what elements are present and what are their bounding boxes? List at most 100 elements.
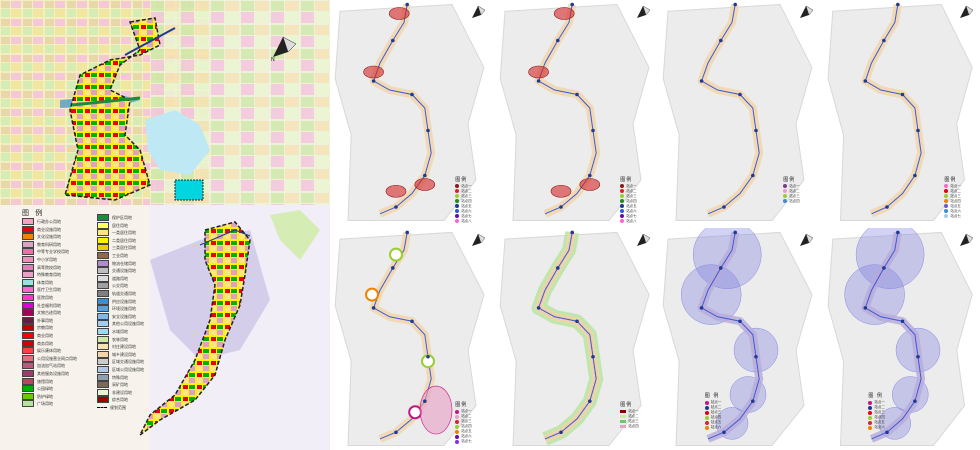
panel-legend-label: 站点六 — [710, 425, 722, 430]
legend-item: 工业用地 — [97, 252, 128, 259]
station-dot — [900, 92, 905, 97]
legend-marker-icon — [620, 209, 625, 213]
legend-label: 公用设施营业网点用地 — [37, 355, 77, 361]
legend-marker-icon — [704, 405, 709, 410]
panel-legend-item: 站点四 — [620, 199, 637, 204]
panel-legend-item: 站点三 — [868, 410, 885, 415]
station-dot — [863, 306, 868, 310]
legend-item: 水域用地 — [97, 328, 128, 335]
legend-label: 中小学用地 — [37, 257, 57, 262]
legend-item: 规划范围 — [97, 404, 126, 411]
station-area — [385, 184, 407, 198]
legend-swatch — [97, 259, 109, 267]
legend-swatch — [22, 286, 34, 294]
station-dot — [371, 79, 376, 83]
legend-swatch — [22, 347, 34, 355]
station-area — [550, 184, 572, 198]
service-buffer — [844, 264, 905, 325]
panel-legend: 图例 站点一 站点二 站点三 站点四 站点五 站点六 站点七 — [455, 401, 472, 444]
legend-swatch — [97, 350, 109, 358]
panel-legend: 图例 站点一 站点二 站点三 站点四 站点五 站点六 站点七 站点八 — [455, 176, 472, 224]
svg-text:N: N — [271, 57, 275, 62]
panel-legend-item: 站点四 — [944, 199, 961, 204]
panel-legend-title: 图例 — [944, 176, 957, 183]
legend-marker-icon — [620, 219, 625, 223]
panel-legend-item: 站点七 — [944, 214, 961, 219]
panel-legend-item: 站点四 — [783, 199, 800, 204]
legend-label: 居住用地 — [112, 222, 128, 228]
panel-legend-label: 站点四 — [626, 198, 637, 203]
legend-swatch — [97, 252, 109, 259]
legend-item: 其他公用设施用地 — [97, 320, 144, 328]
panel-legend-label: 站点四 — [789, 198, 800, 203]
legend-label: 非建设用地 — [112, 389, 132, 395]
legend-swatch — [97, 305, 109, 313]
station-area — [414, 178, 436, 191]
legend-label: 文物古迹用地 — [37, 310, 61, 316]
station-dot — [570, 2, 574, 7]
legend-swatch — [22, 225, 34, 233]
station-area — [553, 7, 575, 20]
station-dot — [882, 38, 886, 43]
legend-swatch — [97, 297, 109, 305]
station-dot — [405, 230, 409, 235]
legend-item: 其他服务设施用地 — [22, 370, 69, 377]
legend-item: 二类居住用地 — [97, 236, 136, 244]
legend-swatch — [22, 324, 34, 332]
legend-marker-icon — [455, 219, 460, 223]
panel-legend-label: 站点三 — [950, 193, 961, 198]
station-dot — [885, 205, 889, 209]
map-panel-p5: 图例 站点一 站点二 站点三 站点四 站点五 站点六 站点七 — [332, 228, 492, 450]
legend-swatch — [97, 282, 109, 290]
legend-swatch — [22, 400, 34, 408]
transit-line — [700, 232, 760, 440]
legend-swatch — [97, 381, 109, 389]
north-arrow-icon — [637, 233, 651, 246]
legend-label: 轨道交通用地 — [112, 291, 136, 296]
legend-marker-icon — [455, 434, 460, 439]
service-buffer — [680, 264, 742, 325]
corridor-map — [827, 2, 973, 221]
panel-legend-label: 站点一 — [628, 409, 639, 414]
legend-marker-icon — [944, 204, 949, 208]
legend-label: 教育科研用地 — [37, 241, 61, 247]
station-dot — [391, 266, 395, 270]
panel-legend-label: 站点二 — [626, 188, 637, 193]
station-dot — [733, 230, 737, 235]
station-dot — [556, 266, 560, 270]
north-arrow-icon — [472, 233, 486, 246]
legend-label: 供应设施用地 — [112, 298, 136, 304]
legend-item: 商业用地 — [22, 332, 53, 339]
legend-marker-icon — [704, 400, 709, 405]
legend-item: 体育用地 — [22, 278, 53, 286]
base-terrain — [499, 3, 650, 221]
panel-legend-label: 站点八 — [626, 218, 637, 223]
panel-legend-item: 站点二 — [620, 414, 639, 419]
legend-item: 综合用地 — [97, 396, 128, 404]
station-dot — [754, 128, 758, 133]
panel-legend-item: 站点七 — [620, 214, 637, 219]
panel-legend-label: 站点三 — [874, 410, 885, 415]
legend-label: 物流仓储用地 — [112, 260, 136, 266]
legend-swatch — [22, 248, 34, 256]
station-dot — [885, 430, 889, 435]
legend-swatch — [22, 256, 34, 263]
legend-marker-icon — [944, 194, 949, 198]
panel-legend-item: 站点三 — [620, 194, 637, 199]
panel-legend-label: 站点二 — [789, 188, 800, 193]
legend-marker-icon — [868, 410, 873, 415]
transit-line — [700, 4, 760, 215]
legend-marker-icon — [455, 209, 460, 213]
panel-legend-item: 站点三 — [944, 194, 961, 199]
legend-marker-icon — [783, 194, 788, 198]
legend-label: 村庄建设用地 — [112, 344, 136, 350]
legend-marker-icon — [783, 184, 788, 188]
panel-legend-label: 站点三 — [461, 193, 472, 198]
corridor-map — [499, 230, 650, 447]
node-marker — [365, 287, 379, 302]
legend-label: 保护区用地 — [112, 215, 132, 220]
legend-label: 道路用地 — [112, 275, 128, 281]
legend-swatch — [97, 267, 109, 275]
legend-marker-icon — [704, 420, 709, 425]
station-dot — [754, 354, 758, 359]
